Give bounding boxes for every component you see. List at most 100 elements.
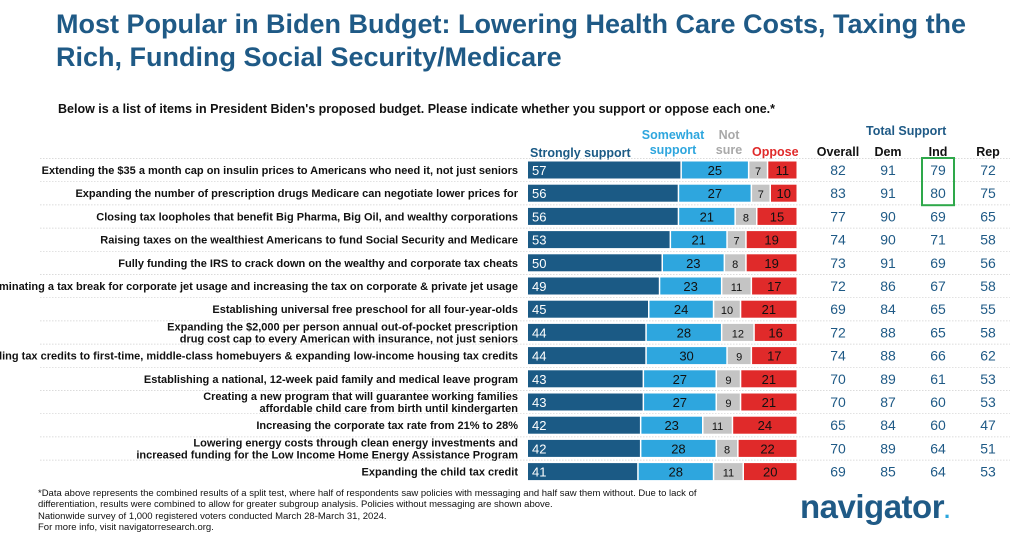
bar-oppose [752,277,797,295]
header-somewhat-support: Somewhat support [641,128,705,157]
row-label: Establishing universal free preschool fo… [212,304,518,316]
header-dem: Dem [874,145,902,159]
bar-somewhat-support [641,439,716,457]
value-rep: 53 [980,464,996,480]
bar-label-not-sure: 8 [743,212,749,224]
value-rep: 55 [980,301,996,317]
value-overall: 82 [830,162,846,178]
row-label: Eliminating a tax break for corporate je… [0,281,518,293]
value-overall: 72 [830,278,846,294]
bar-somewhat-support [663,254,724,272]
bar-label-not-sure: 8 [732,259,738,271]
value-dem: 86 [880,278,896,294]
value-dem: 90 [880,208,896,224]
value-dem: 90 [880,232,896,248]
bar-not-sure [722,277,751,295]
bar-label-somewhat-support: 24 [674,302,688,317]
bar-not-sure [727,347,751,365]
value-dem: 84 [880,301,896,317]
bar-strongly-support [528,300,648,318]
footer-line: Nationwide survey of 1,000 registered vo… [38,510,387,522]
bar-somewhat-support [644,370,716,388]
row-label: Fully funding the IRS to crack down on t… [118,258,518,270]
value-overall: 83 [830,185,846,201]
value-dem: 91 [880,162,896,178]
value-rep: 47 [980,417,996,433]
chart-title: Most Popular in Biden Budget: Lowering H… [56,9,967,72]
row-label-line: Expanding the number of prescription dru… [75,188,518,200]
value-ind: 69 [930,208,946,224]
bar-label-oppose: 21 [762,372,776,387]
bar-oppose [733,416,797,434]
value-rep: 53 [980,394,996,410]
value-overall: 69 [830,464,846,480]
bar-label-somewhat-support: 23 [664,418,678,433]
bar-label-somewhat-support: 28 [671,441,685,456]
bar-label-strongly-support: 42 [532,418,546,433]
bar-not-sure [714,300,740,318]
row-label: Providing tax credits to first-time, mid… [0,351,518,363]
ind-highlight-box [921,157,955,207]
bar-somewhat-support [641,416,702,434]
bar-not-sure [717,393,740,411]
bar-label-not-sure: 11 [712,421,723,433]
bar-somewhat-support [679,184,751,202]
bar-label-strongly-support: 57 [532,163,546,178]
value-rep: 53 [980,371,996,387]
bar-not-sure [717,370,740,388]
bar-oppose [768,161,797,179]
row-label-line: Raising taxes on the wealthiest American… [100,235,518,247]
value-rep: 65 [980,208,996,224]
row-label-line: increased funding for the Low Income Hom… [136,449,518,461]
value-dem: 87 [880,394,896,410]
row-label: Closing tax loopholes that benefit Big P… [96,211,518,223]
logo-text: navigator [800,488,945,525]
bar-label-strongly-support: 45 [532,302,546,317]
bar-label-oppose: 10 [777,186,791,201]
row-label-line: Increasing the corporate tax rate from 2… [256,420,518,432]
row-label: Raising taxes on the wealthiest American… [100,235,518,247]
value-dem: 85 [880,464,896,480]
bar-label-oppose: 21 [762,302,776,317]
value-overall: 70 [830,394,846,410]
bar-not-sure [717,439,738,457]
bar-not-sure [714,463,743,481]
bar-label-somewhat-support: 25 [708,163,722,178]
bar-label-oppose: 17 [767,279,781,294]
value-ind: 71 [930,232,946,248]
bar-strongly-support [528,393,643,411]
bar-label-not-sure: 12 [732,328,744,340]
bar-oppose [757,207,797,225]
bar-label-somewhat-support: 30 [679,349,693,364]
bar-not-sure [735,207,756,225]
row-label: Expanding the number of prescription dru… [75,188,518,200]
value-ind: 69 [930,255,946,271]
row-label: Increasing the corporate tax rate from 2… [256,420,518,432]
value-overall: 77 [830,208,846,224]
bar-somewhat-support [681,161,748,179]
bar-label-strongly-support: 42 [532,441,546,456]
bar-label-strongly-support: 44 [532,325,546,340]
value-ind: 64 [930,440,946,456]
bar-label-not-sure: 7 [758,189,764,201]
row-label: Lowering energy costs through clean ener… [136,437,518,461]
bar-not-sure [722,323,754,341]
bar-oppose [741,370,797,388]
value-overall: 72 [830,324,846,340]
bar-oppose [746,254,797,272]
header-rep: Rep [976,145,1000,159]
value-dem: 89 [880,440,896,456]
bar-oppose [741,300,797,318]
bar-label-not-sure: 7 [733,236,739,248]
bar-label-oppose: 11 [776,163,790,178]
bar-somewhat-support [646,347,727,365]
bar-strongly-support [528,207,678,225]
header-oppose: Oppose [752,145,799,159]
row-label-line: Establishing universal free preschool fo… [212,304,518,316]
row-label-line: Establishing a national, 12-week paid fa… [144,374,518,386]
footer-notes: *Data above represents the combined resu… [38,488,778,533]
bar-label-not-sure: 7 [755,166,761,178]
bar-somewhat-support [638,463,713,481]
bar-label-not-sure: 9 [725,375,731,387]
